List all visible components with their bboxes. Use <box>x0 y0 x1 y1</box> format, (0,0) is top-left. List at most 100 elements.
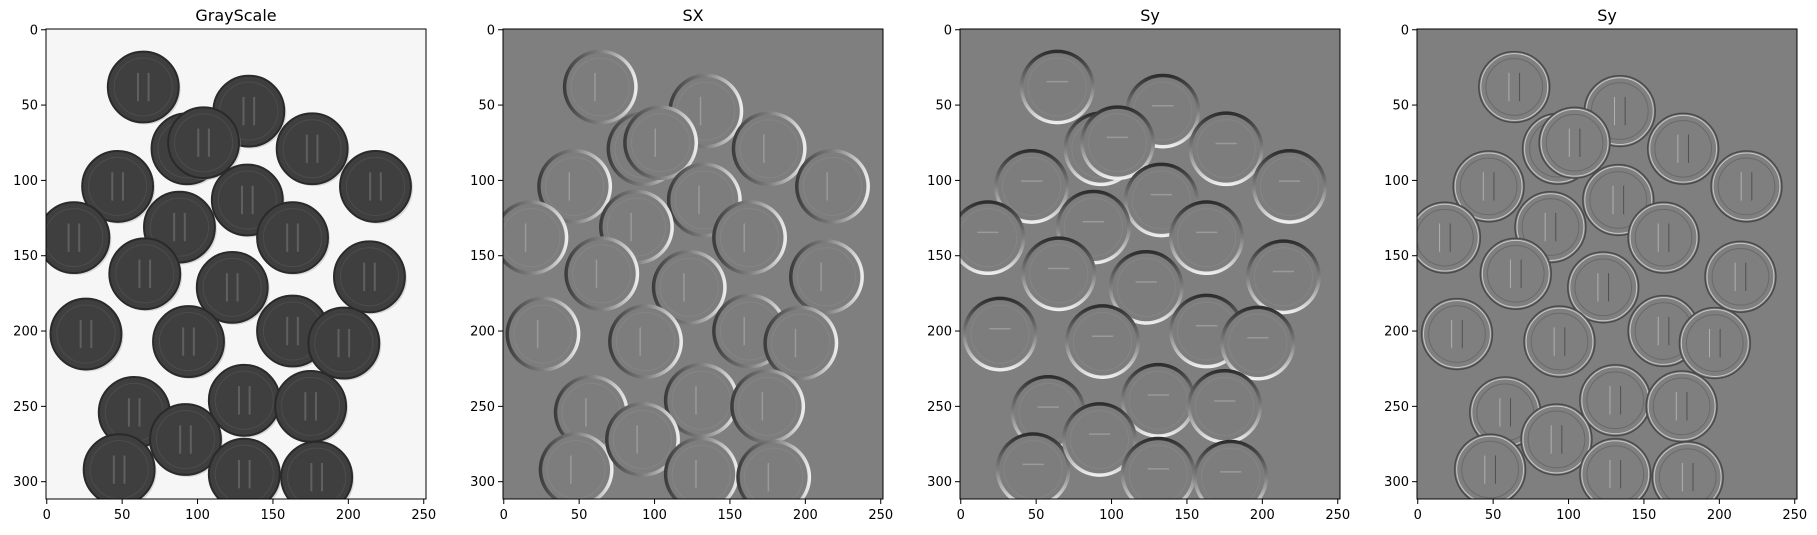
coin <box>1420 297 1494 371</box>
x-tick-label: 250 <box>411 508 436 523</box>
coin <box>1567 251 1640 324</box>
coin <box>1710 150 1783 223</box>
coin <box>1538 106 1611 179</box>
x-tick-label: 150 <box>718 508 743 523</box>
coin <box>605 402 680 477</box>
coin <box>1627 201 1700 274</box>
coin <box>736 439 812 499</box>
coin <box>207 437 282 499</box>
coin <box>962 296 1038 372</box>
y-tick-label: 50 <box>935 99 952 114</box>
coin <box>1120 436 1196 499</box>
coin <box>1065 304 1140 379</box>
coin <box>256 201 330 276</box>
coin <box>994 149 1070 224</box>
y-tick-label: 0 <box>30 23 38 38</box>
coin <box>1021 236 1097 312</box>
panel-title: Sy <box>1140 6 1160 25</box>
coin <box>1678 306 1752 380</box>
y-tick-label: 0 <box>1401 23 1409 38</box>
coin <box>1188 111 1264 187</box>
y-tick-label: 300 <box>927 475 952 490</box>
x-tick-label: 0 <box>500 508 508 523</box>
coin <box>608 304 683 379</box>
coin <box>1579 364 1652 437</box>
coin <box>1651 441 1724 499</box>
x-tick-label: 150 <box>1632 508 1657 523</box>
coin <box>195 250 270 325</box>
x-tick-label: 200 <box>793 508 818 523</box>
coin <box>82 433 157 499</box>
coin <box>537 149 613 224</box>
coin <box>505 296 581 372</box>
panel-sy: Sy 0 50 100 150 200 250 0 50 100 150 200 250 300 <box>927 6 1350 523</box>
coin <box>995 432 1071 499</box>
coin <box>763 305 839 381</box>
coin <box>152 305 226 379</box>
coin <box>730 368 806 444</box>
x-tick-label: 200 <box>336 508 361 523</box>
x-tick-label: 250 <box>1325 508 1350 523</box>
coin <box>538 432 614 499</box>
y-tick-label: 100 <box>470 174 495 189</box>
coin <box>1120 362 1196 438</box>
coin <box>1108 249 1184 325</box>
coin <box>1645 370 1718 443</box>
coin <box>106 50 181 125</box>
coin <box>333 240 407 315</box>
x-tick-label: 0 <box>957 508 965 523</box>
axes-frame <box>1416 28 1798 500</box>
y-tick-label: 0 <box>487 23 495 38</box>
coin <box>307 306 382 381</box>
axes-frame <box>959 28 1341 500</box>
y-tick-label: 100 <box>13 174 38 189</box>
coin <box>167 106 242 181</box>
coin <box>1646 112 1720 185</box>
coin <box>1579 438 1652 499</box>
coin <box>1246 239 1321 315</box>
coin <box>1520 403 1593 476</box>
coin <box>1453 433 1527 499</box>
y-tick-label: 250 <box>470 400 495 415</box>
y-tick-label: 150 <box>1384 249 1409 264</box>
coin <box>1252 149 1327 224</box>
panel-title: Sy <box>1597 6 1617 25</box>
y-tick-label: 250 <box>1384 400 1409 415</box>
panel-sx: SX 0 50 100 150 200 250 0 50 100 150 200 250 300 <box>470 6 893 523</box>
x-tick-label: 0 <box>43 508 51 523</box>
coin <box>1220 305 1296 381</box>
y-tick-label: 150 <box>470 249 495 264</box>
y-tick-label: 50 <box>21 99 38 114</box>
coin <box>1417 201 1482 274</box>
y-tick-label: 250 <box>927 400 952 415</box>
x-tick-label: 100 <box>642 508 667 523</box>
coin <box>49 297 124 372</box>
y-tick-label: 50 <box>1392 99 1409 114</box>
panel-sy2: Sy 0 50 100 150 200 250 0 50 100 150 200 250 300 <box>1384 6 1807 523</box>
coin <box>960 200 1026 276</box>
coin <box>81 150 156 224</box>
y-tick-label: 100 <box>1384 174 1409 189</box>
coin <box>274 369 349 444</box>
axes-frame <box>45 28 427 500</box>
y-tick-label: 250 <box>13 400 38 415</box>
coin <box>1187 368 1263 444</box>
x-tick-label: 200 <box>1707 508 1732 523</box>
coin <box>1080 105 1156 181</box>
y-tick-label: 0 <box>944 23 952 38</box>
x-tick-label: 50 <box>114 508 131 523</box>
y-tick-label: 300 <box>470 475 495 490</box>
coin <box>503 200 569 276</box>
coin <box>108 237 183 312</box>
y-tick-label: 150 <box>13 249 38 264</box>
panel-title: GrayScale <box>195 6 276 25</box>
y-tick-label: 200 <box>13 325 38 340</box>
coin <box>712 200 787 276</box>
axes-frame <box>502 28 884 500</box>
x-tick-label: 200 <box>1250 508 1275 523</box>
coin <box>339 150 413 224</box>
coin <box>149 403 223 477</box>
coin <box>1478 50 1551 124</box>
panel-grayscale: GrayScale 0 50 100 150 200 250 0 50 100 150 200 250 3… <box>13 6 436 523</box>
